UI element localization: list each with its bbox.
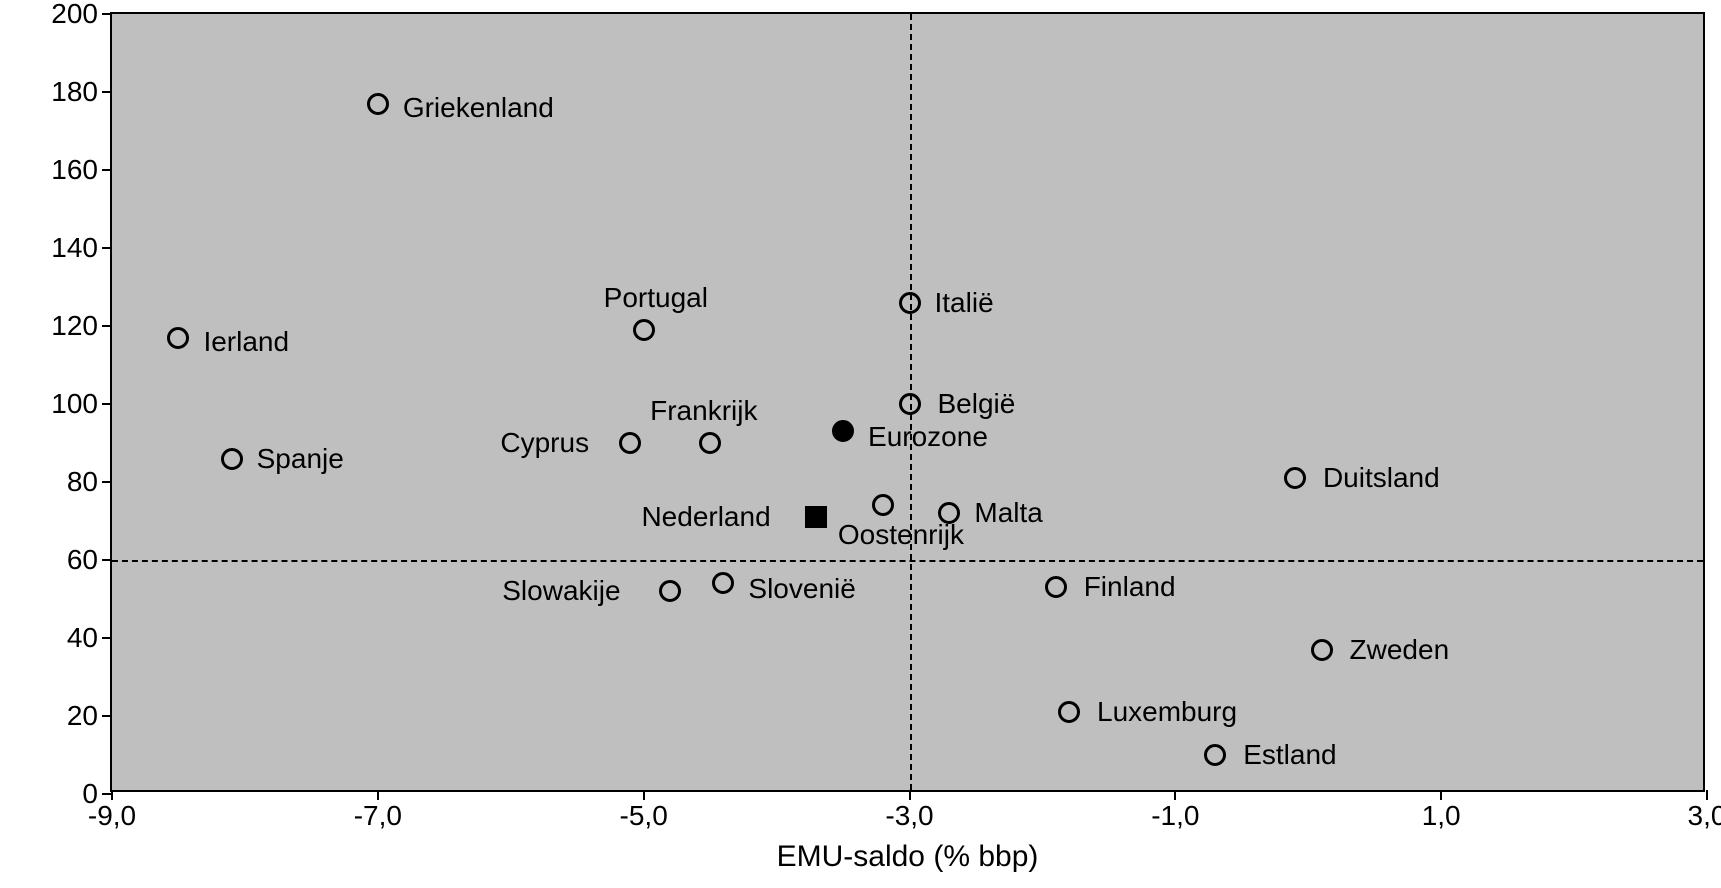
y-tick-label: 40 [67, 622, 112, 654]
data-point-label: Estland [1243, 739, 1336, 771]
data-point-label: Luxemburg [1097, 696, 1237, 728]
data-point-marker [872, 494, 894, 516]
data-point-marker [659, 580, 681, 602]
x-tick-label: -5,0 [620, 790, 668, 832]
data-point-label: Malta [974, 497, 1042, 529]
data-point-marker [899, 292, 921, 314]
data-point-label: Oostenrijk [838, 519, 964, 551]
x-axis-title: EMU-saldo (% bbp) [777, 840, 1039, 874]
y-tick-label: 80 [67, 466, 112, 498]
data-point-marker [1284, 467, 1306, 489]
x-tick-label: 3,0 [1688, 790, 1721, 832]
data-point-label: Nederland [641, 501, 770, 533]
data-point-label: Slowakije [502, 575, 620, 607]
x-tick-label: -3,0 [885, 790, 933, 832]
data-point-marker [633, 319, 655, 341]
data-point-marker [899, 393, 921, 415]
y-tick-label: 160 [51, 154, 112, 186]
data-point-label: Spanje [257, 443, 344, 475]
data-point-marker [1204, 744, 1226, 766]
data-point-marker [167, 327, 189, 349]
data-point-marker [832, 420, 854, 442]
data-point-marker [1045, 576, 1067, 598]
data-point-label: België [938, 388, 1016, 420]
y-tick-label: 100 [51, 388, 112, 420]
x-tick-label: -9,0 [88, 790, 136, 832]
data-point-label: Italië [935, 287, 994, 319]
data-point-label: Frankrijk [650, 395, 757, 427]
data-point-label: Cyprus [500, 427, 589, 459]
data-point-marker [805, 506, 827, 528]
data-point-marker [1311, 639, 1333, 661]
data-point-label: Portugal [604, 282, 708, 314]
data-point-label: Duitsland [1323, 462, 1440, 494]
reference-line-horizontal [112, 560, 1703, 562]
plot-area: EMU-schuld (% bbp) EMU-saldo (% bbp) 020… [110, 12, 1705, 792]
data-point-marker [221, 448, 243, 470]
data-point-marker [1058, 701, 1080, 723]
data-point-label: Eurozone [868, 421, 988, 453]
y-tick-label: 60 [67, 544, 112, 576]
data-point-label: Slovenië [748, 573, 855, 605]
data-point-label: Zweden [1350, 634, 1450, 666]
x-tick-label: -7,0 [354, 790, 402, 832]
data-point-label: Finland [1084, 571, 1176, 603]
x-tick-label: -1,0 [1151, 790, 1199, 832]
scatter-chart: EMU-schuld (% bbp) EMU-saldo (% bbp) 020… [0, 0, 1721, 888]
data-point-label: Griekenland [403, 92, 554, 124]
y-tick-label: 20 [67, 700, 112, 732]
y-tick-label: 180 [51, 76, 112, 108]
data-point-marker [367, 93, 389, 115]
data-point-marker [938, 502, 960, 524]
y-tick-label: 140 [51, 232, 112, 264]
y-tick-label: 200 [51, 0, 112, 30]
data-point-marker [619, 432, 641, 454]
data-point-marker [712, 572, 734, 594]
y-tick-label: 120 [51, 310, 112, 342]
data-point-marker [699, 432, 721, 454]
x-tick-label: 1,0 [1422, 790, 1461, 832]
data-point-label: Ierland [203, 326, 289, 358]
